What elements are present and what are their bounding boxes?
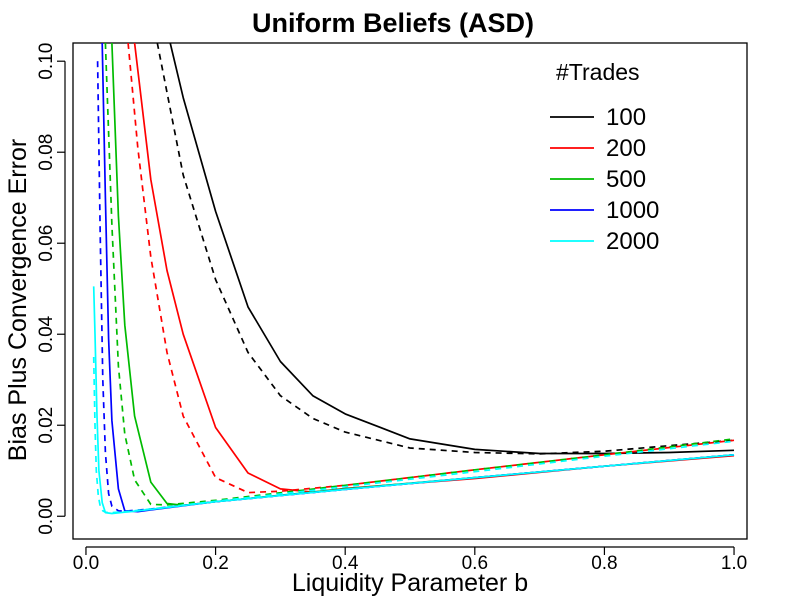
y-tick-label: 0.04 [36, 315, 57, 352]
x-tick-label: 0.0 [73, 553, 99, 574]
legend-label-1000: 1000 [606, 197, 659, 224]
legend-label-100: 100 [606, 104, 646, 131]
y-tick-label: 0.06 [36, 225, 57, 262]
y-axis: 0.00 0.02 0.04 0.06 0.08 0.10 [36, 43, 66, 535]
series-line-2000-solid [92, 286, 735, 515]
y-tick-label: 0.02 [36, 407, 57, 444]
legend: #Trades 100 200 500 1000 2000 [550, 59, 659, 255]
series-line-100-solid [169, 43, 735, 455]
y-tick-label: 0.08 [36, 134, 57, 171]
legend-label-200: 200 [606, 135, 646, 162]
legend-label-2000: 2000 [606, 228, 659, 255]
series-line-1000-dashed [96, 61, 735, 513]
series-layer [92, 43, 735, 515]
x-axis: 0.0 0.2 0.4 0.6 0.8 1.0 [73, 546, 747, 574]
series-line-500-dashed [104, 43, 735, 506]
chart-title: Uniform Beliefs (ASD) [252, 8, 534, 38]
x-tick-label: 0.8 [591, 553, 617, 574]
legend-label-500: 500 [606, 166, 646, 193]
series-line-2000-dashed [92, 356, 735, 514]
y-tick-label: 0.00 [36, 498, 57, 535]
x-tick-label: 1.0 [721, 553, 747, 574]
x-tick-label: 0.6 [462, 553, 488, 574]
x-axis-label: Liquidity Parameter b [292, 569, 528, 597]
plot-frame [72, 42, 748, 540]
series-line-200-dashed [127, 43, 735, 494]
series-line-100-dashed [156, 43, 735, 455]
x-tick-label: 0.2 [202, 553, 228, 574]
legend-title: #Trades [556, 59, 640, 85]
y-axis-label: Bias Plus Convergence Error [4, 139, 32, 461]
y-tick-label: 0.10 [36, 43, 57, 80]
x-tick-label: 0.4 [332, 553, 359, 574]
